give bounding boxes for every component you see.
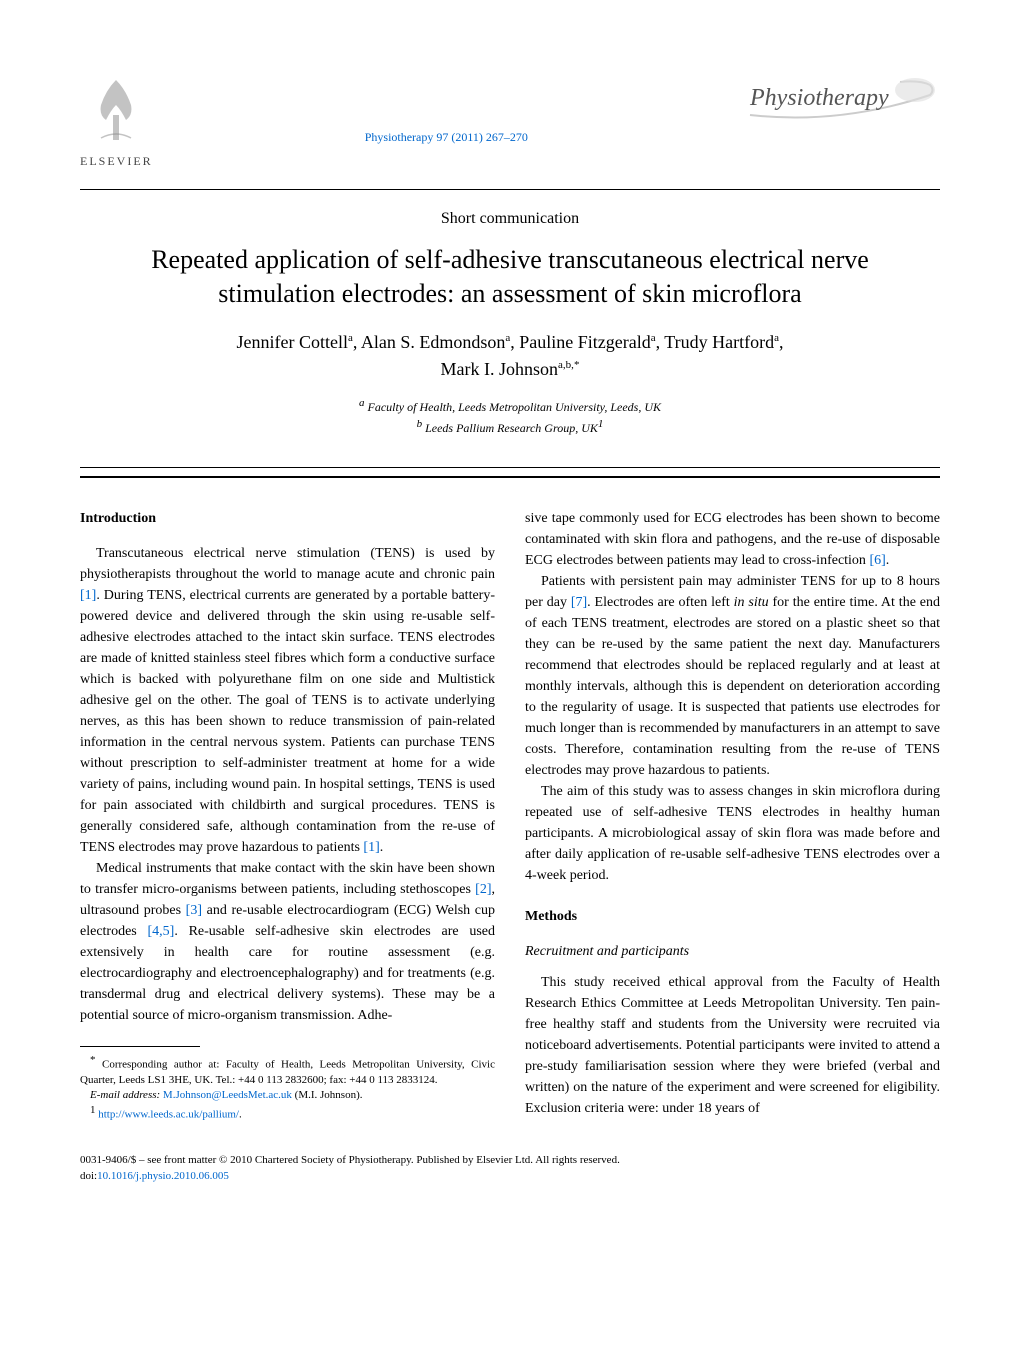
introduction-heading: Introduction bbox=[80, 508, 495, 529]
note1-suffix: . bbox=[239, 1109, 242, 1121]
ref-link-7[interactable]: [7] bbox=[571, 595, 587, 610]
publisher-name: ELSEVIER bbox=[80, 154, 153, 169]
in-situ: in situ bbox=[734, 595, 769, 610]
col2-para-2: Patients with persistent pain may admini… bbox=[525, 571, 940, 781]
doi-line: doi:10.1016/j.physio.2010.06.005 bbox=[80, 1169, 940, 1184]
col2-para-1: sive tape commonly used for ECG electrod… bbox=[525, 508, 940, 571]
corr-text: Corresponding author at: Faculty of Heal… bbox=[80, 1058, 495, 1085]
rule-mid-1 bbox=[80, 467, 940, 468]
ref-link-3[interactable]: [3] bbox=[186, 903, 202, 918]
column-left: Introduction Transcutaneous electrical n… bbox=[80, 508, 495, 1124]
authors: Jennifer Cottella, Alan S. Edmondsona, P… bbox=[80, 329, 940, 383]
affiliations: a Faculty of Health, Leeds Metropolitan … bbox=[80, 395, 940, 437]
intro-p1-a: Transcutaneous electrical nerve stimulat… bbox=[80, 546, 495, 582]
article-title: Repeated application of self-adhesive tr… bbox=[80, 243, 940, 311]
col2-para-3: The aim of this study was to assess chan… bbox=[525, 781, 940, 886]
author-sep-4: , bbox=[779, 332, 784, 352]
affil-b: Leeds Pallium Research Group, UK bbox=[422, 421, 598, 435]
author-sep-2: , Pauline Fitzgerald bbox=[510, 332, 650, 352]
author-sep-1: , Alan S. Edmondson bbox=[353, 332, 506, 352]
email-address[interactable]: M.Johnson@LeedsMet.ac.uk bbox=[160, 1089, 292, 1101]
header: ELSEVIER Physiotherapy 97 (2011) 267–270… bbox=[80, 70, 940, 169]
doi-link[interactable]: 10.1016/j.physio.2010.06.005 bbox=[97, 1170, 229, 1182]
affil-b-note: 1 bbox=[598, 418, 604, 430]
author-1: Jennifer Cottell bbox=[236, 332, 347, 352]
rule-mid-2 bbox=[80, 476, 940, 478]
journal-logo: Physiotherapy bbox=[740, 70, 940, 130]
col2-p1-b: . bbox=[886, 553, 890, 568]
email-label: E-mail address: bbox=[90, 1089, 160, 1101]
ref-link-45[interactable]: [4,5] bbox=[148, 924, 175, 939]
rule-top bbox=[80, 189, 940, 190]
author-5-star: * bbox=[574, 359, 580, 371]
footnote-rule bbox=[80, 1046, 200, 1047]
methods-para-1: This study received ethical approval fro… bbox=[525, 972, 940, 1119]
doi-label: doi: bbox=[80, 1170, 97, 1182]
intro-p1-c: . bbox=[380, 840, 384, 855]
page-container: ELSEVIER Physiotherapy 97 (2011) 267–270… bbox=[0, 0, 1020, 1234]
author-5-sup: a,b, bbox=[558, 359, 574, 371]
bottom-info: 0031-9406/$ – see front matter © 2010 Ch… bbox=[80, 1153, 940, 1184]
intro-para-2: Medical instruments that make contact wi… bbox=[80, 858, 495, 1026]
methods-heading: Methods bbox=[525, 906, 940, 927]
copyright-line: 0031-9406/$ – see front matter © 2010 Ch… bbox=[80, 1153, 940, 1168]
elsevier-tree-icon bbox=[81, 70, 151, 150]
column-right: sive tape commonly used for ECG electrod… bbox=[525, 508, 940, 1124]
email-suffix: (M.I. Johnson). bbox=[292, 1089, 363, 1101]
author-5: Mark I. Johnson bbox=[441, 359, 559, 379]
author-sep-3: , Trudy Hartford bbox=[656, 332, 775, 352]
footnote-url: 1 http://www.leeds.ac.uk/pallium/. bbox=[80, 1103, 495, 1123]
footnote-email: E-mail address: M.Johnson@LeedsMet.ac.uk… bbox=[80, 1088, 495, 1103]
recruitment-heading: Recruitment and participants bbox=[525, 941, 940, 962]
affil-a: Faculty of Health, Leeds Metropolitan Un… bbox=[364, 400, 661, 414]
ref-link-2[interactable]: [2] bbox=[475, 882, 491, 897]
journal-logo-text: Physiotherapy bbox=[750, 85, 889, 112]
footnotes: * Corresponding author at: Faculty of He… bbox=[80, 1053, 495, 1124]
journal-reference[interactable]: Physiotherapy 97 (2011) 267–270 bbox=[153, 70, 740, 145]
article-type: Short communication bbox=[80, 210, 940, 228]
footnote-corresponding: * Corresponding author at: Faculty of He… bbox=[80, 1053, 495, 1088]
journal-ref-text: Physiotherapy 97 (2011) 267–270 bbox=[365, 130, 528, 144]
ref-link-1[interactable]: [1] bbox=[80, 588, 96, 603]
col2-p2-c: for the entire time. At the end of each … bbox=[525, 595, 940, 778]
body-columns: Introduction Transcutaneous electrical n… bbox=[80, 508, 940, 1124]
ref-link-6[interactable]: [6] bbox=[869, 553, 885, 568]
pallium-url[interactable]: http://www.leeds.ac.uk/pallium/ bbox=[96, 1109, 239, 1121]
intro-p1-b: . During TENS, electrical currents are g… bbox=[80, 588, 495, 855]
intro-para-1: Transcutaneous electrical nerve stimulat… bbox=[80, 543, 495, 858]
col2-p2-b: . Electrodes are often left bbox=[587, 595, 733, 610]
ref-link-1b[interactable]: [1] bbox=[363, 840, 379, 855]
elsevier-logo: ELSEVIER bbox=[80, 70, 153, 169]
intro-p2-a: Medical instruments that make contact wi… bbox=[80, 861, 495, 897]
